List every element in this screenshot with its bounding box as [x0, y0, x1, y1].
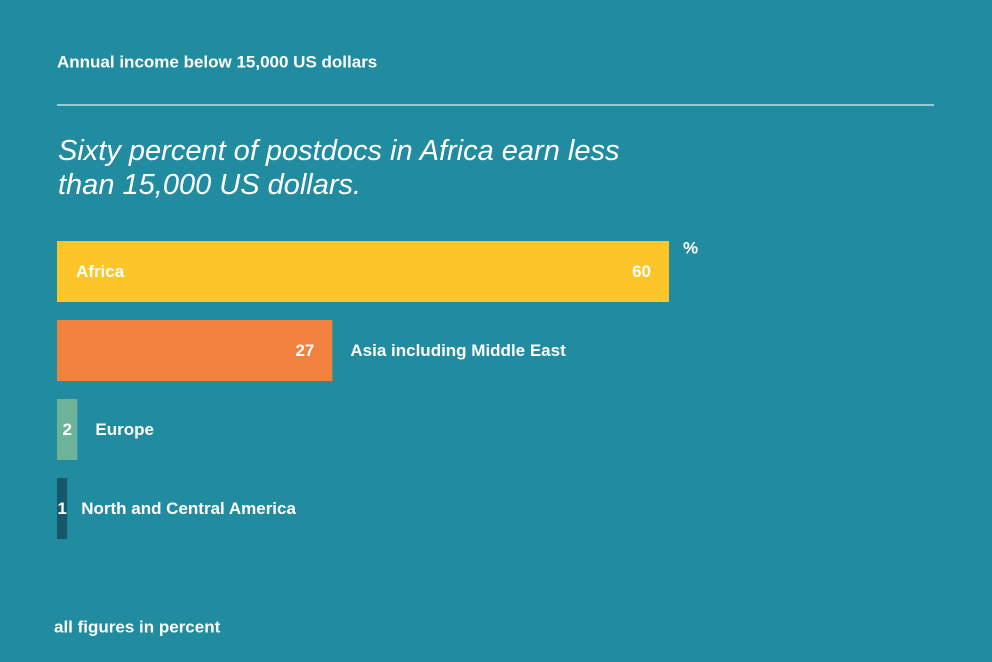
chart-title: Annual income below 15,000 US dollars [57, 52, 377, 71]
footnote: all figures in percent [54, 617, 221, 636]
value-label: 1 [57, 499, 66, 518]
bar [57, 399, 78, 460]
category-label: Africa [76, 262, 125, 281]
unit-label: % [683, 238, 698, 257]
bar [57, 320, 333, 381]
category-label: Asia including Middle East [350, 341, 566, 360]
value-label: 27 [295, 341, 314, 360]
bar [57, 478, 68, 539]
category-label: North and Central America [81, 499, 296, 518]
value-label: 2 [62, 420, 71, 439]
subtitle: Sixty percent of postdocs in Africa earn… [58, 135, 620, 201]
category-label: Europe [95, 420, 154, 439]
bar [57, 241, 669, 302]
value-label: 60 [632, 262, 651, 281]
